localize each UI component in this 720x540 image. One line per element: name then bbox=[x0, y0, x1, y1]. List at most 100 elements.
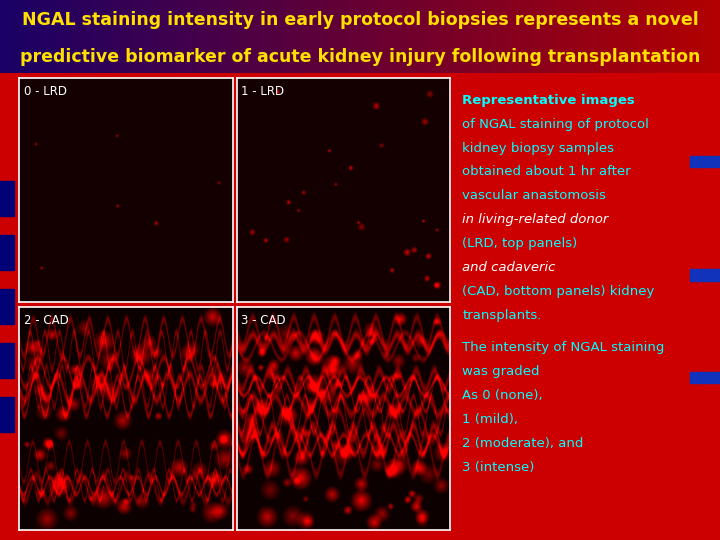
Bar bbox=[374, 0, 378, 73]
Bar bbox=[266, 0, 270, 73]
Bar bbox=[544, 0, 547, 73]
Text: and cadaveric: and cadaveric bbox=[462, 261, 556, 274]
Bar bbox=[518, 0, 522, 73]
Bar bbox=[320, 0, 324, 73]
Text: 3 (intense): 3 (intense) bbox=[462, 461, 534, 474]
Bar bbox=[547, 0, 551, 73]
Bar bbox=[4, 0, 7, 73]
Bar bbox=[263, 0, 266, 73]
Bar bbox=[511, 0, 515, 73]
Bar bbox=[148, 0, 151, 73]
Bar bbox=[65, 0, 68, 73]
Bar bbox=[634, 0, 637, 73]
Bar bbox=[256, 0, 259, 73]
Bar bbox=[112, 0, 115, 73]
Bar bbox=[25, 0, 29, 73]
Bar bbox=[486, 0, 490, 73]
Bar bbox=[479, 0, 482, 73]
Bar bbox=[130, 0, 133, 73]
Bar bbox=[259, 0, 263, 73]
Bar bbox=[565, 0, 569, 73]
Bar bbox=[335, 0, 338, 73]
Bar bbox=[338, 0, 342, 73]
Text: As 0 (none),: As 0 (none), bbox=[462, 389, 543, 402]
Bar bbox=[580, 0, 583, 73]
Bar bbox=[299, 0, 302, 73]
Text: kidney biopsy samples: kidney biopsy samples bbox=[462, 141, 614, 154]
Bar bbox=[43, 0, 47, 73]
Bar bbox=[522, 0, 526, 73]
Bar bbox=[371, 0, 374, 73]
Bar bbox=[119, 0, 122, 73]
Bar bbox=[392, 0, 396, 73]
Bar bbox=[317, 0, 320, 73]
Bar bbox=[526, 0, 529, 73]
Bar bbox=[115, 0, 119, 73]
Bar bbox=[500, 0, 504, 73]
Bar bbox=[76, 0, 79, 73]
Bar bbox=[281, 0, 284, 73]
Bar bbox=[364, 0, 367, 73]
Bar bbox=[40, 0, 43, 73]
Bar bbox=[97, 0, 101, 73]
Bar bbox=[284, 0, 288, 73]
Bar bbox=[436, 0, 439, 73]
Bar bbox=[234, 0, 238, 73]
Bar bbox=[446, 0, 450, 73]
Bar bbox=[680, 0, 684, 73]
Bar bbox=[497, 0, 500, 73]
Bar bbox=[536, 0, 540, 73]
Text: 2 - CAD: 2 - CAD bbox=[24, 314, 68, 327]
Bar bbox=[551, 0, 554, 73]
Bar bbox=[619, 0, 623, 73]
Bar bbox=[349, 0, 353, 73]
Bar bbox=[482, 0, 486, 73]
Bar bbox=[706, 0, 709, 73]
Bar bbox=[576, 0, 580, 73]
Bar bbox=[295, 0, 299, 73]
Bar bbox=[72, 0, 76, 73]
Bar bbox=[202, 0, 205, 73]
Bar bbox=[702, 0, 706, 73]
Text: vascular anastomosis: vascular anastomosis bbox=[462, 190, 606, 202]
Bar bbox=[425, 0, 428, 73]
Bar bbox=[605, 0, 608, 73]
Bar bbox=[432, 0, 436, 73]
Bar bbox=[407, 0, 410, 73]
Bar bbox=[32, 0, 36, 73]
Bar bbox=[630, 0, 634, 73]
Bar bbox=[313, 0, 317, 73]
Bar bbox=[346, 0, 349, 73]
Bar bbox=[173, 0, 176, 73]
Bar bbox=[504, 0, 508, 73]
Bar bbox=[122, 0, 126, 73]
Bar bbox=[155, 0, 158, 73]
Bar bbox=[198, 0, 202, 73]
Bar bbox=[169, 0, 173, 73]
Bar bbox=[367, 0, 371, 73]
Bar bbox=[666, 0, 670, 73]
Bar bbox=[101, 0, 104, 73]
Bar bbox=[176, 0, 180, 73]
Bar bbox=[223, 0, 227, 73]
Bar bbox=[94, 0, 97, 73]
Bar bbox=[58, 0, 61, 73]
Bar bbox=[245, 0, 248, 73]
Bar bbox=[7, 0, 11, 73]
Bar bbox=[382, 0, 385, 73]
Bar bbox=[493, 0, 497, 73]
Bar bbox=[695, 0, 698, 73]
Bar bbox=[569, 0, 572, 73]
Text: predictive biomarker of acute kidney injury following transplantation: predictive biomarker of acute kidney inj… bbox=[20, 48, 700, 66]
Bar bbox=[443, 0, 446, 73]
Bar bbox=[644, 0, 648, 73]
Bar bbox=[691, 0, 695, 73]
Bar bbox=[277, 0, 281, 73]
Bar bbox=[684, 0, 688, 73]
Bar bbox=[151, 0, 155, 73]
Bar bbox=[288, 0, 292, 73]
Bar bbox=[709, 0, 713, 73]
Text: transplants.: transplants. bbox=[462, 309, 541, 322]
Text: (LRD, top panels): (LRD, top panels) bbox=[462, 237, 577, 250]
Bar bbox=[587, 0, 590, 73]
